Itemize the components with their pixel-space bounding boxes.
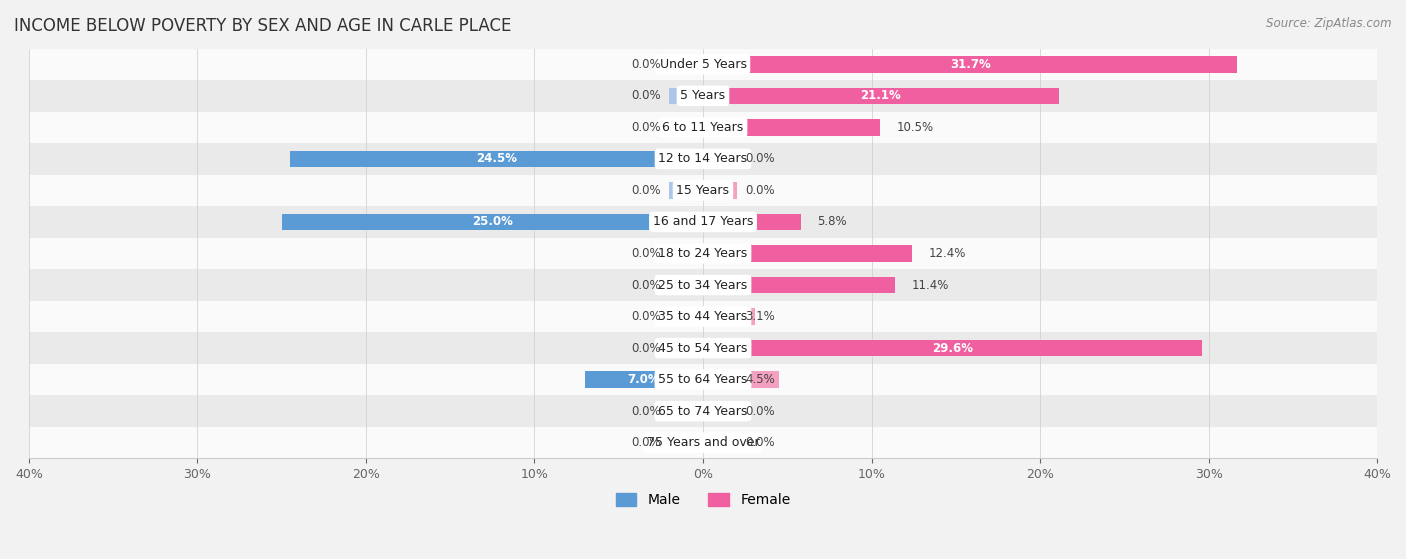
Bar [30, 301, 1376, 332]
Text: 25 to 34 Years: 25 to 34 Years [658, 278, 748, 291]
Bar [703, 403, 737, 419]
Bar [669, 182, 703, 198]
Text: 24.5%: 24.5% [477, 153, 517, 165]
Text: 0.0%: 0.0% [631, 58, 661, 71]
Bar [30, 238, 1376, 269]
Bar [585, 371, 703, 388]
Bar [30, 174, 1376, 206]
Text: 0.0%: 0.0% [631, 278, 661, 291]
Bar [703, 56, 1237, 73]
Text: 5.8%: 5.8% [818, 215, 848, 229]
Text: Under 5 Years: Under 5 Years [659, 58, 747, 71]
Bar [30, 364, 1376, 395]
Bar [669, 119, 703, 136]
Bar [30, 269, 1376, 301]
Bar [669, 340, 703, 356]
Bar [281, 214, 703, 230]
Bar [30, 112, 1376, 143]
Bar [703, 371, 779, 388]
Text: 21.1%: 21.1% [860, 89, 901, 102]
Bar [703, 88, 1059, 104]
Text: 0.0%: 0.0% [745, 436, 775, 449]
Bar [30, 49, 1376, 80]
Text: 12.4%: 12.4% [929, 247, 966, 260]
Bar [30, 395, 1376, 427]
Bar [703, 245, 912, 262]
Text: 10.5%: 10.5% [897, 121, 934, 134]
Text: 5 Years: 5 Years [681, 89, 725, 102]
Text: 4.5%: 4.5% [745, 373, 775, 386]
Text: 29.6%: 29.6% [932, 342, 973, 354]
Bar [290, 151, 703, 167]
Text: Source: ZipAtlas.com: Source: ZipAtlas.com [1267, 17, 1392, 30]
Bar [669, 403, 703, 419]
Bar [30, 206, 1376, 238]
Text: 0.0%: 0.0% [745, 184, 775, 197]
Bar [703, 119, 880, 136]
Text: 0.0%: 0.0% [631, 247, 661, 260]
Text: 12 to 14 Years: 12 to 14 Years [658, 153, 748, 165]
Bar [30, 143, 1376, 174]
Bar [669, 88, 703, 104]
Legend: Male, Female: Male, Female [610, 488, 796, 513]
Bar [669, 434, 703, 451]
Text: 0.0%: 0.0% [631, 342, 661, 354]
Text: 6 to 11 Years: 6 to 11 Years [662, 121, 744, 134]
Bar [703, 277, 896, 293]
Text: 0.0%: 0.0% [631, 184, 661, 197]
Bar [703, 340, 1202, 356]
Text: 11.4%: 11.4% [912, 278, 949, 291]
Text: 0.0%: 0.0% [631, 89, 661, 102]
Text: 55 to 64 Years: 55 to 64 Years [658, 373, 748, 386]
Text: INCOME BELOW POVERTY BY SEX AND AGE IN CARLE PLACE: INCOME BELOW POVERTY BY SEX AND AGE IN C… [14, 17, 512, 35]
Text: 0.0%: 0.0% [631, 310, 661, 323]
Bar [669, 245, 703, 262]
Text: 0.0%: 0.0% [631, 436, 661, 449]
Text: 0.0%: 0.0% [745, 405, 775, 418]
Text: 31.7%: 31.7% [949, 58, 990, 71]
Bar [30, 427, 1376, 458]
Text: 3.1%: 3.1% [745, 310, 775, 323]
Bar [703, 434, 737, 451]
Bar [669, 309, 703, 325]
Text: 7.0%: 7.0% [627, 373, 661, 386]
Text: 0.0%: 0.0% [631, 121, 661, 134]
Bar [703, 182, 737, 198]
Text: 45 to 54 Years: 45 to 54 Years [658, 342, 748, 354]
Text: 0.0%: 0.0% [631, 405, 661, 418]
Bar [669, 56, 703, 73]
Bar [703, 309, 755, 325]
Bar [703, 151, 737, 167]
Text: 15 Years: 15 Years [676, 184, 730, 197]
Text: 65 to 74 Years: 65 to 74 Years [658, 405, 748, 418]
Text: 18 to 24 Years: 18 to 24 Years [658, 247, 748, 260]
Text: 0.0%: 0.0% [745, 153, 775, 165]
Bar [703, 214, 801, 230]
Bar [30, 332, 1376, 364]
Text: 16 and 17 Years: 16 and 17 Years [652, 215, 754, 229]
Text: 75 Years and over: 75 Years and over [647, 436, 759, 449]
Text: 25.0%: 25.0% [472, 215, 513, 229]
Bar [669, 277, 703, 293]
Bar [30, 80, 1376, 112]
Text: 35 to 44 Years: 35 to 44 Years [658, 310, 748, 323]
